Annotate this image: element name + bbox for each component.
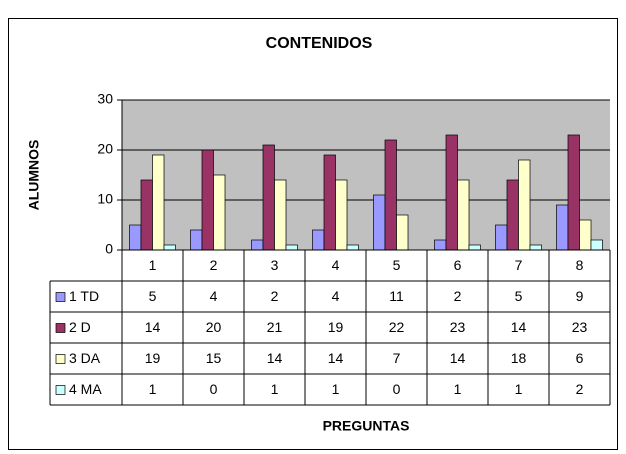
table-value: 14 [328,350,344,366]
table-value: 14 [511,319,527,335]
table-value: 4 [332,288,340,304]
bar [346,244,359,251]
table-value: 11 [389,288,404,304]
bar [396,214,409,251]
table-value: 1 [332,381,340,397]
y-tick-label: 10 [97,191,113,207]
table-value: 9 [576,288,584,304]
bar [262,144,275,251]
bar [384,139,397,251]
table-value: 2 [454,288,462,304]
table-value: 6 [576,350,584,366]
table-value: 2 [271,288,279,304]
table-value: 5 [149,288,157,304]
legend-swatch [55,323,66,333]
table-value: 15 [206,350,222,366]
bar [323,154,336,251]
table-value: 21 [267,319,283,335]
table-value: 14 [267,350,283,366]
bar [129,224,142,251]
table-value: 22 [389,319,405,335]
x-tick-label: 8 [576,257,584,273]
bar [152,154,165,251]
bar [579,219,592,251]
table-value: 1 [271,381,279,397]
x-axis-label: PREGUNTAS [323,418,410,434]
legend-label: 2 D [69,319,91,335]
legend-swatch [55,292,66,302]
y-tick-label: 0 [105,241,113,257]
y-axis-label: ALUMNOS [26,140,42,211]
bar [274,179,287,251]
table-value: 0 [210,381,218,397]
bar [213,174,226,251]
bar [335,179,348,251]
bar [312,229,325,251]
table-value: 1 [515,381,523,397]
bar [506,179,519,251]
y-tick-label: 30 [97,91,113,107]
y-tick-label: 20 [97,141,113,157]
bar [468,244,481,251]
legend-label: 1 TD [69,288,99,304]
legend-label: 4 MA [69,381,102,397]
plot-area [122,100,610,250]
bar [518,159,531,251]
x-tick-label: 1 [149,257,157,273]
table-value: 1 [454,381,462,397]
table-value: 7 [393,350,401,366]
bar [495,224,508,251]
x-tick-label: 4 [332,257,340,273]
table-value: 2 [576,381,584,397]
bar [567,134,580,251]
bar [457,179,470,251]
x-tick-label: 5 [393,257,401,273]
bar [445,134,458,251]
bar [251,239,264,251]
legend-swatch [55,385,66,395]
table-value: 0 [393,381,401,397]
table-value: 4 [210,288,218,304]
table-value: 19 [328,319,344,335]
bar [556,204,569,251]
legend-swatch [55,354,66,364]
bar [373,194,386,251]
x-tick-label: 3 [271,257,279,273]
chart-title: CONTENIDOS [266,35,373,52]
bar [590,239,603,251]
bar [529,244,542,251]
table-value: 19 [145,350,161,366]
bar [434,239,447,251]
table-value: 1 [149,381,157,397]
table-value: 5 [515,288,523,304]
bar [163,244,176,251]
table-value: 18 [511,350,527,366]
bar [140,179,153,251]
table-value: 14 [450,350,466,366]
bar [190,229,203,251]
bar [201,149,214,251]
table-value: 20 [206,319,222,335]
bar [285,244,298,251]
table-value: 23 [572,319,588,335]
table-value: 14 [145,319,161,335]
table-value: 23 [450,319,466,335]
legend-label: 3 DA [69,350,101,366]
x-tick-label: 6 [454,257,462,273]
x-tick-label: 7 [515,257,523,273]
x-tick-label: 2 [210,257,218,273]
